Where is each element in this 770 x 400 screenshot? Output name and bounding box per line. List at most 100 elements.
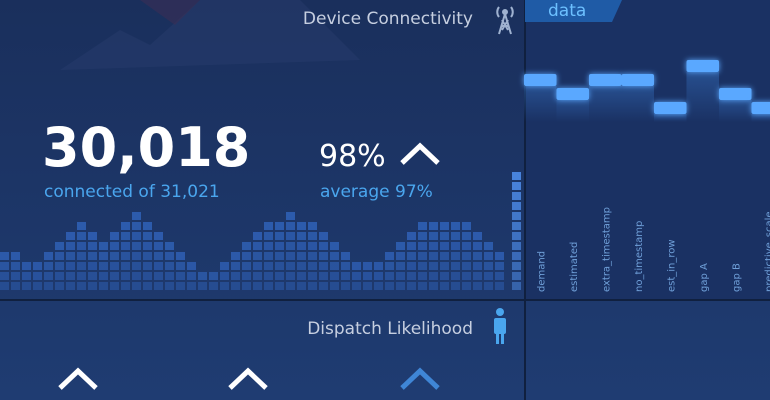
block [418,222,427,230]
block [484,262,493,270]
block [473,232,482,240]
block [121,272,130,280]
block [462,242,471,250]
chevron [228,367,268,390]
block [121,242,130,250]
section-title: Device Connectivity [303,9,473,29]
block [512,242,521,250]
column-label: gap B [731,263,742,292]
column-label: estimated [569,242,580,292]
block [275,282,284,290]
block [121,262,130,270]
block [165,272,174,280]
block [143,262,152,270]
block [396,272,405,280]
block [286,262,295,270]
block-column [121,222,130,290]
block-column [451,222,460,290]
block [77,282,86,290]
block [440,252,449,260]
block [429,232,438,240]
block [473,252,482,260]
block [121,222,130,230]
block [385,272,394,280]
block-column [418,222,427,290]
block [308,242,317,250]
block [418,282,427,290]
block [165,262,174,270]
block [242,272,251,280]
tab[interactable] [525,0,622,22]
block [319,272,328,280]
step-fade [686,72,719,122]
block-column [231,252,240,290]
block [231,272,240,280]
block-column [143,222,152,290]
block [132,282,141,290]
block [297,262,306,270]
block [55,252,64,260]
block [11,252,20,260]
chevron [58,367,98,390]
block [473,272,482,280]
block [396,242,405,250]
block-column [110,232,119,290]
block [512,212,521,220]
block [462,252,471,260]
block [253,242,262,250]
column-label: demand [536,251,547,292]
block [143,232,152,240]
block [154,262,163,270]
block [143,242,152,250]
block [429,242,438,250]
block [66,262,75,270]
tab-label[interactable]: data [548,1,586,21]
block [286,252,295,260]
block-column [77,222,86,290]
block-column [253,232,262,290]
block [286,272,295,280]
block [253,272,262,280]
block-column [220,262,229,290]
block-column [99,242,108,290]
block [352,272,361,280]
block [396,262,405,270]
block [473,282,482,290]
block [132,252,141,260]
block [33,272,42,280]
block [407,272,416,280]
block-column [198,272,207,290]
block [187,282,196,290]
block [110,262,119,270]
block [198,282,207,290]
block-column [319,232,328,290]
block [165,242,174,250]
block-column [209,272,218,290]
block [297,252,306,260]
block [88,232,97,240]
block [253,262,262,270]
block [154,242,163,250]
block [88,272,97,280]
tower-icon [496,6,514,35]
block [451,252,460,260]
block-column [352,262,361,290]
block [429,252,438,260]
block-column [11,252,20,290]
block [286,242,295,250]
block [198,272,207,280]
block [319,232,328,240]
block [473,262,482,270]
step-fade [654,114,687,122]
block [512,252,521,260]
block [44,262,53,270]
block-column [33,262,42,290]
block [121,252,130,260]
block-column [385,252,394,290]
block [176,282,185,290]
block [22,262,31,270]
step-fade [589,86,622,122]
block [418,242,427,250]
block [484,252,493,260]
block [363,282,372,290]
